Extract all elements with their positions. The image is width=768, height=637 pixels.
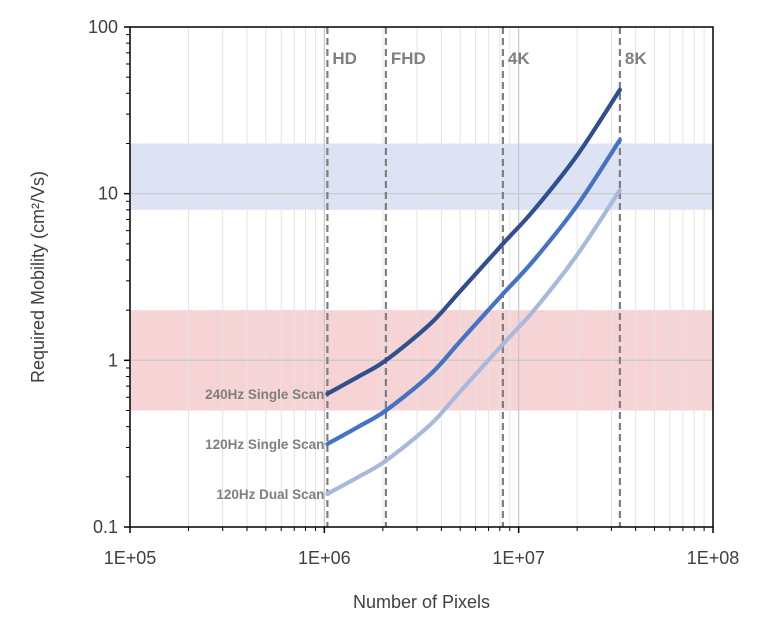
series-line-240hz-single-scan (325, 87, 622, 396)
y-axis-title: Required Mobility (cm²/Vs) (28, 171, 48, 383)
labels-layer: 1E+05 1E+06 1E+07 1E+08 0.1 1 10 100 HD FHD 4K 8K 24… (88, 17, 739, 568)
series-layer (325, 87, 622, 496)
ticks-layer (124, 26, 714, 533)
y-tick-label: 0.1 (93, 517, 118, 537)
marker-label-fhd: FHD (391, 49, 426, 68)
series-line-120hz-dual-scan (325, 188, 622, 496)
y-tick-label: 1 (108, 350, 118, 370)
marker-label-hd: HD (332, 49, 357, 68)
mobility-band-0 (130, 143, 713, 210)
x-axis-title: Number of Pixels (353, 592, 490, 612)
marker-label-4k: 4K (508, 49, 530, 68)
marker-label-8k: 8K (625, 49, 647, 68)
x-tick-label: 1E+08 (687, 548, 740, 568)
markers-layer (326, 27, 621, 527)
series-label-120hz-dual-scan: 120Hz Dual Scan (216, 487, 324, 502)
series-label-120hz-single-scan: 120Hz Single Scan (205, 437, 324, 452)
series-line-120hz-single-scan (325, 137, 622, 447)
series-label-240hz-single-scan: 240Hz Single Scan (205, 387, 324, 402)
grid-layer (130, 27, 713, 527)
y-tick-label: 100 (88, 17, 118, 37)
x-tick-label: 1E+07 (492, 548, 545, 568)
x-tick-label: 1E+05 (104, 548, 157, 568)
x-tick-label: 1E+06 (298, 548, 351, 568)
bands-layer (130, 143, 713, 411)
plot-frame (129, 26, 714, 528)
y-tick-label: 10 (98, 184, 118, 204)
